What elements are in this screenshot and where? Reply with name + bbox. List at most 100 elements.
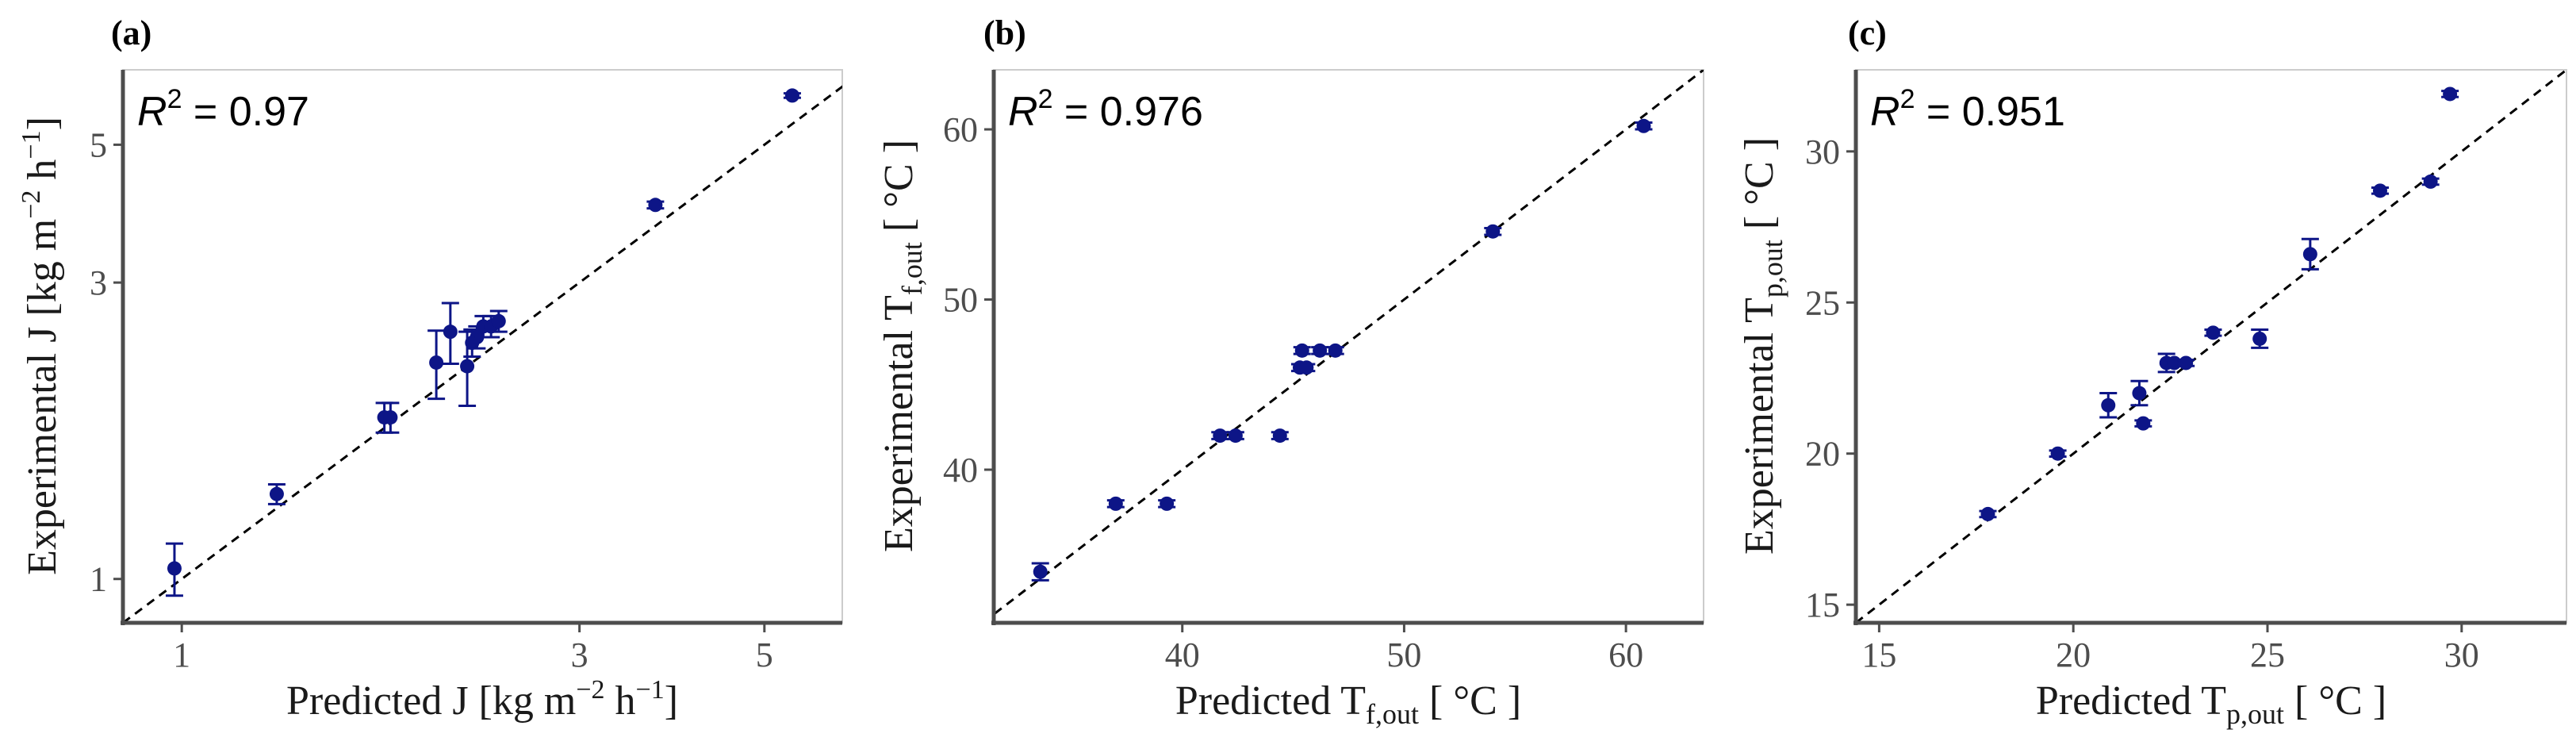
y-axis-title-end: [ °C ] — [1737, 137, 1782, 240]
x-axis-title-superscript-2: −1 — [636, 675, 665, 705]
data-point — [1160, 496, 1175, 511]
y-axis-title-subscript: f,out — [896, 242, 928, 295]
r2-annotation: R2 = 0.951 — [1870, 84, 2065, 135]
data-point — [491, 313, 506, 328]
data-point — [1636, 118, 1651, 133]
data-point — [2136, 416, 2151, 431]
r2-value: = 0.976 — [1052, 89, 1202, 135]
x-axis-title-end: ] — [665, 678, 678, 724]
data-point — [1980, 506, 1995, 521]
y-axis-title-mid: h — [20, 159, 65, 190]
y-axis-title-main: Experimental J [kg m — [20, 219, 65, 575]
panel-label: (c) — [1848, 13, 1887, 52]
data-point — [2372, 183, 2387, 198]
y-tick-label: 40 — [943, 451, 978, 490]
x-axis-title: Predicted Tp,out [ °C ] — [2036, 678, 2386, 730]
y-axis-title-superscript-1: −2 — [17, 190, 46, 219]
r2-annotation: R2 = 0.976 — [1008, 84, 1203, 135]
x-axis-title: Predicted Tf,out [ °C ] — [1175, 678, 1521, 730]
x-tick-label: 60 — [1608, 636, 1643, 674]
x-axis-title-superscript-1: −2 — [576, 675, 604, 705]
x-tick-label: 3 — [571, 636, 588, 674]
x-tick-label: 20 — [2056, 636, 2091, 674]
x-tick-label: 1 — [173, 636, 190, 674]
r2-exponent: 2 — [1038, 84, 1053, 114]
data-point — [383, 410, 398, 425]
r2-exponent: 2 — [1900, 84, 1915, 114]
y-axis-title: Experimental Tf,out [ °C ] — [876, 140, 928, 552]
data-point — [1294, 343, 1309, 358]
data-point — [2206, 325, 2221, 340]
y-axis-title: Experimental J [kg m−2 h−1] — [17, 117, 65, 575]
data-point — [1272, 428, 1287, 444]
data-point — [443, 324, 458, 340]
y-axis-title-superscript-2: −1 — [17, 130, 46, 159]
data-point — [784, 88, 799, 103]
x-tick-label: 50 — [1386, 636, 1421, 674]
panel-label: (a) — [111, 13, 151, 52]
y-axis-title-end: ] — [20, 117, 65, 130]
chart-panel-3: 15 20 25 30 15 20 25 30 R2 = 0.951 (c) Predicted T… — [1737, 13, 2567, 730]
x-axis-title-main: Predicted T — [2036, 678, 2226, 724]
data-point — [1328, 343, 1343, 358]
x-tick-label: 30 — [2444, 636, 2479, 674]
y-tick-label: 3 — [90, 263, 107, 302]
data-point — [269, 486, 284, 501]
x-axis-title-subscript: f,out — [1366, 698, 1419, 730]
y-axis-title-subscript: p,out — [1757, 240, 1788, 298]
r2-exponent: 2 — [167, 84, 182, 114]
y-tick-label: 25 — [1805, 283, 1840, 322]
data-point — [648, 198, 663, 213]
x-tick-label: 5 — [756, 636, 773, 674]
data-point — [1213, 428, 1228, 444]
data-point — [2101, 397, 2116, 413]
data-point — [460, 359, 475, 374]
y-axis-title-main: Experimental T — [876, 295, 922, 552]
data-point — [2252, 331, 2267, 346]
y-axis-title-main: Experimental T — [1737, 298, 1782, 555]
data-point — [1228, 428, 1243, 444]
data-point — [429, 355, 444, 370]
x-axis-title-main: Predicted T — [1175, 678, 1366, 724]
data-point — [2443, 86, 2458, 102]
r2-symbol: R — [137, 89, 167, 135]
r2-annotation: R2 = 0.97 — [137, 84, 309, 135]
x-axis-title: Predicted J [kg m−2 h−1] — [286, 675, 678, 724]
data-point — [2179, 355, 2194, 371]
x-axis-title-mid: h — [605, 678, 636, 724]
y-tick-label: 5 — [90, 125, 107, 164]
r2-symbol: R — [1008, 89, 1038, 135]
panel-label: (b) — [983, 13, 1026, 52]
y-tick-label: 60 — [943, 110, 978, 149]
y-tick-label: 50 — [943, 281, 978, 320]
data-point — [1108, 496, 1123, 511]
y-tick-label: 15 — [1805, 586, 1840, 624]
x-axis-title-main: Predicted J [kg m — [286, 678, 576, 724]
r2-value: = 0.97 — [182, 89, 309, 135]
identity-line — [123, 85, 842, 623]
x-axis-title-end: [ °C ] — [1419, 678, 1521, 724]
data-point — [1299, 360, 1314, 375]
r2-value: = 0.951 — [1915, 89, 2064, 135]
y-axis-title-end: [ °C ] — [876, 140, 922, 242]
x-tick-label: 25 — [2250, 636, 2285, 674]
x-tick-label: 15 — [1861, 636, 1896, 674]
x-axis-title-subscript: p,out — [2226, 698, 2284, 730]
data-point — [1033, 564, 1048, 579]
x-tick-label: 40 — [1165, 636, 1200, 674]
data-point — [2050, 446, 2065, 461]
data-point — [2423, 174, 2438, 189]
data-point — [2132, 386, 2147, 401]
data-point — [167, 561, 182, 576]
x-axis-title-end: [ °C ] — [2284, 678, 2386, 724]
y-tick-label: 1 — [90, 560, 107, 599]
r2-symbol: R — [1870, 89, 1900, 135]
y-tick-label: 20 — [1805, 435, 1840, 474]
y-tick-label: 30 — [1805, 132, 1840, 171]
data-point — [1485, 224, 1501, 239]
data-point — [1313, 343, 1328, 358]
